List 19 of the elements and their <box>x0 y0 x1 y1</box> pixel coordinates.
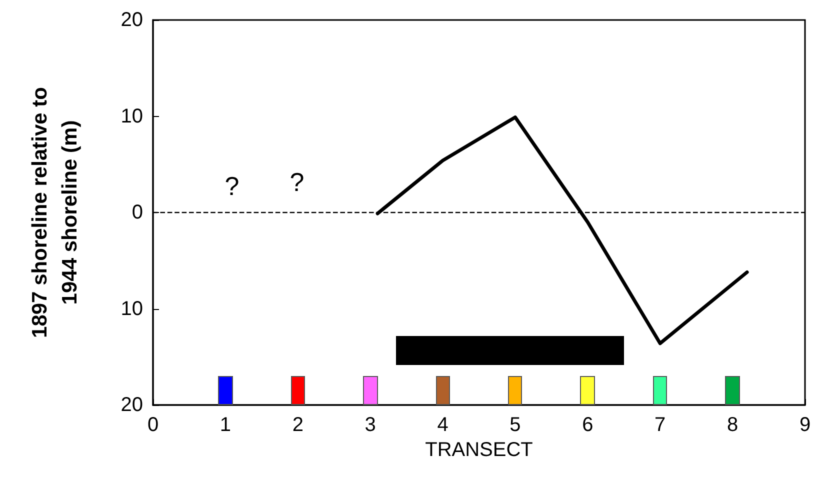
x-tick-label: 6 <box>582 414 594 436</box>
x-axis-title: TRANSECT <box>425 438 533 461</box>
y-tick-label: 10 <box>120 105 143 128</box>
annotation: ? <box>224 171 240 201</box>
x-tick-label: 8 <box>726 414 738 436</box>
x-tick-label: 3 <box>364 414 376 436</box>
x-tick-label: 4 <box>437 414 448 436</box>
x-tick-label: 2 <box>292 414 304 436</box>
y-axis-title: 1897 shoreline relative to 1944 shoreline (m) <box>28 87 82 338</box>
y-tick-label: 20 <box>120 394 143 416</box>
y-tick-label: 0 <box>132 202 143 224</box>
annotation: ? <box>290 167 304 197</box>
x-tick-label: 0 <box>147 414 159 436</box>
x-tick-label: 1 <box>220 414 232 436</box>
x-tick-label: 5 <box>510 414 521 436</box>
y-tick-label: 20 <box>120 9 143 31</box>
x-tick-label: 9 <box>799 414 811 436</box>
y-tick-label: 10 <box>120 298 143 320</box>
x-tick-label: 7 <box>654 414 666 436</box>
